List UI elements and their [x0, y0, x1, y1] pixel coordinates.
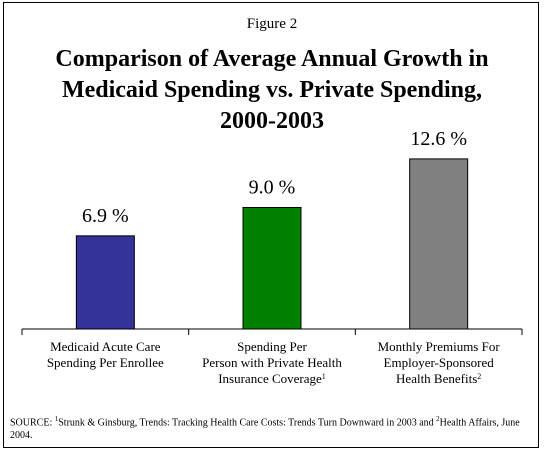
category-label-line: Insurance Coverage1	[218, 371, 326, 386]
category-label-2: Spending Per Person with Private Health In…	[187, 339, 357, 387]
chart-title: Comparison of Average Annual Growth in M…	[0, 44, 544, 137]
source-sup-2: 2	[436, 415, 440, 423]
category-label-line: Person with Private Health	[202, 355, 342, 370]
data-label-2: 9.0 %	[249, 177, 296, 199]
category-label-line: Employer-Sponsored	[383, 355, 494, 370]
source-note: SOURCE: 1Strunk & Ginsburg, Trends: Trac…	[10, 413, 530, 442]
category-label-line: Spending Per	[237, 339, 307, 354]
bar-2	[242, 207, 302, 330]
source-text-2: Health Affairs, June 2004.	[10, 417, 520, 442]
category-label-line: Spending Per Enrollee	[46, 355, 164, 370]
source-prefix: SOURCE:	[10, 417, 55, 429]
category-label-line: Health Benefits2	[396, 371, 482, 386]
source-sup-1: 1	[54, 415, 59, 423]
category-label-line: Monthly Premiums For	[377, 339, 500, 354]
bar-3	[409, 158, 469, 330]
figure-frame	[3, 2, 539, 448]
bar-1	[75, 235, 135, 330]
chart-title-line-1: Comparison of Average Annual Growth in	[55, 46, 489, 72]
figure-label: Figure 2	[246, 16, 298, 32]
data-label-3: 12.6 %	[410, 128, 467, 150]
category-label-3: Monthly Premiums For Employer-Sponsored He…	[354, 339, 524, 387]
chart-title-line-3: 2000-2003	[220, 108, 324, 134]
category-label-1: Medicaid Acute Care Spending Per Enrollee	[20, 339, 190, 371]
category-label-line: Medicaid Acute Care	[50, 339, 161, 354]
source-text-1: Strunk & Ginsburg, Trends: Tracking Heal…	[58, 417, 437, 429]
chart-title-line-2: Medicaid Spending vs. Private Spending,	[61, 77, 483, 103]
data-label-1: 6.9 %	[82, 205, 129, 227]
